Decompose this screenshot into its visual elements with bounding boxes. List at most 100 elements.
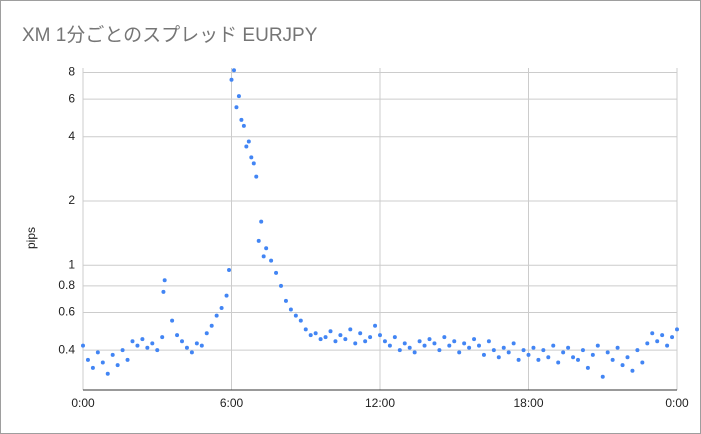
x-tick-label: 0:00	[71, 396, 95, 410]
point	[620, 363, 625, 368]
point	[170, 318, 175, 323]
point	[481, 352, 486, 357]
point	[382, 339, 387, 344]
point	[269, 258, 274, 263]
point	[90, 365, 95, 370]
x-tick-label: 12:00	[365, 396, 395, 410]
point	[234, 105, 239, 110]
point	[256, 238, 261, 243]
point	[417, 339, 422, 344]
point	[246, 139, 251, 144]
point	[155, 348, 160, 353]
y-tick-label: 2	[68, 193, 75, 207]
point	[343, 337, 348, 342]
point	[293, 313, 298, 318]
point	[675, 327, 679, 332]
point	[506, 350, 511, 355]
point	[600, 374, 605, 379]
point	[645, 341, 650, 346]
point	[162, 278, 167, 283]
point	[521, 348, 526, 353]
point	[279, 283, 283, 288]
point	[496, 355, 501, 360]
point	[251, 161, 256, 166]
point	[655, 339, 660, 344]
x-tick-label: 18:00	[513, 396, 543, 410]
y-tick-label: 0.4	[58, 342, 75, 356]
point	[358, 331, 363, 336]
point	[120, 348, 125, 353]
point	[472, 337, 477, 342]
point	[125, 357, 130, 362]
point	[231, 68, 236, 73]
point	[630, 368, 635, 373]
point	[387, 343, 392, 348]
point	[348, 327, 353, 332]
point	[313, 331, 318, 336]
point	[110, 352, 115, 357]
point	[665, 343, 670, 348]
point	[551, 343, 556, 348]
point	[353, 341, 358, 346]
point	[546, 355, 551, 360]
point	[283, 298, 288, 303]
point	[576, 357, 580, 362]
point	[249, 155, 254, 160]
point	[670, 335, 675, 340]
point	[194, 341, 199, 346]
point	[229, 77, 234, 82]
y-tick-label: 1	[68, 257, 75, 271]
point	[227, 267, 232, 272]
point	[442, 335, 447, 340]
point	[373, 323, 378, 328]
point	[516, 357, 521, 362]
point	[135, 343, 140, 348]
point	[338, 333, 343, 338]
point	[397, 348, 402, 353]
point	[261, 254, 266, 259]
point	[541, 348, 546, 353]
point	[590, 352, 595, 357]
point	[189, 350, 194, 355]
point	[130, 339, 135, 344]
point	[241, 123, 246, 128]
point	[486, 339, 491, 344]
point	[224, 293, 229, 298]
point	[526, 352, 531, 357]
point	[318, 337, 323, 342]
point	[236, 94, 241, 99]
point	[333, 339, 338, 344]
point	[556, 360, 561, 365]
point	[378, 333, 382, 338]
point	[462, 341, 467, 346]
point	[239, 117, 244, 122]
point	[145, 345, 150, 350]
y-tick-label: 4	[68, 129, 75, 143]
point	[536, 357, 541, 362]
y-tick-label: 8	[68, 65, 75, 79]
point	[140, 337, 145, 342]
point	[447, 343, 452, 348]
point	[561, 350, 566, 355]
x-tick-label: 0:00	[665, 396, 689, 410]
point	[407, 345, 412, 350]
point	[566, 345, 571, 350]
point	[511, 341, 516, 346]
point	[585, 365, 590, 370]
y-tick-label: 6	[68, 91, 75, 105]
point	[452, 339, 457, 344]
point	[432, 341, 437, 346]
point	[219, 305, 224, 310]
point	[392, 335, 397, 340]
point	[214, 313, 219, 318]
point	[625, 355, 630, 360]
point	[259, 219, 264, 224]
point	[368, 335, 373, 340]
point	[160, 335, 165, 340]
point	[328, 329, 333, 334]
point	[288, 307, 293, 312]
point	[635, 348, 640, 353]
point	[303, 327, 308, 332]
